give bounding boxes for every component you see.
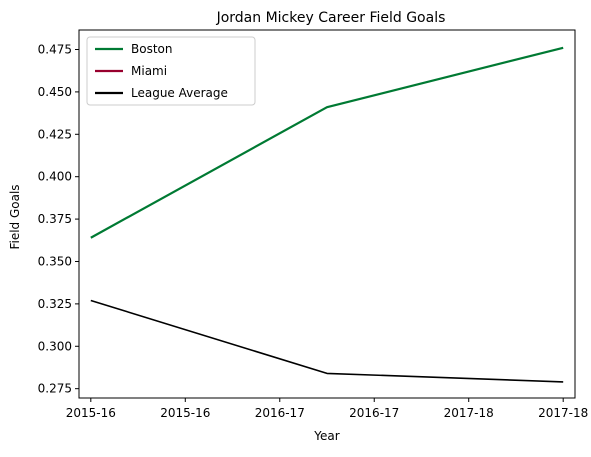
y-tick-label: 0.300 xyxy=(38,339,72,353)
x-tick-label: 2016-17 xyxy=(349,406,399,420)
x-tick-label: 2017-18 xyxy=(538,406,588,420)
y-tick-label: 0.475 xyxy=(38,43,72,57)
x-tick-label: 2015-16 xyxy=(160,406,210,420)
x-tick-label: 2016-17 xyxy=(255,406,305,420)
legend-label: League Average xyxy=(131,86,228,100)
x-tick-label: 2017-18 xyxy=(444,406,494,420)
legend: Boston Miami League Average xyxy=(87,37,255,105)
chart-title: Jordan Mickey Career Field Goals xyxy=(216,10,446,26)
legend-label: Miami xyxy=(131,64,167,78)
x-axis-label: Year xyxy=(313,429,339,443)
y-axis-label: Field Goals xyxy=(8,184,22,249)
x-tick-label: 2015-16 xyxy=(66,406,116,420)
y-tick-label: 0.450 xyxy=(38,85,72,99)
y-tick-label: 0.425 xyxy=(38,127,72,141)
y-tick-label: 0.325 xyxy=(38,297,72,311)
legend-label: Boston xyxy=(131,42,172,56)
y-tick-label: 0.375 xyxy=(38,212,72,226)
y-tick-label: 0.350 xyxy=(38,254,72,268)
y-tick-label: 0.400 xyxy=(38,170,72,184)
y-tick-label: 0.275 xyxy=(38,382,72,396)
